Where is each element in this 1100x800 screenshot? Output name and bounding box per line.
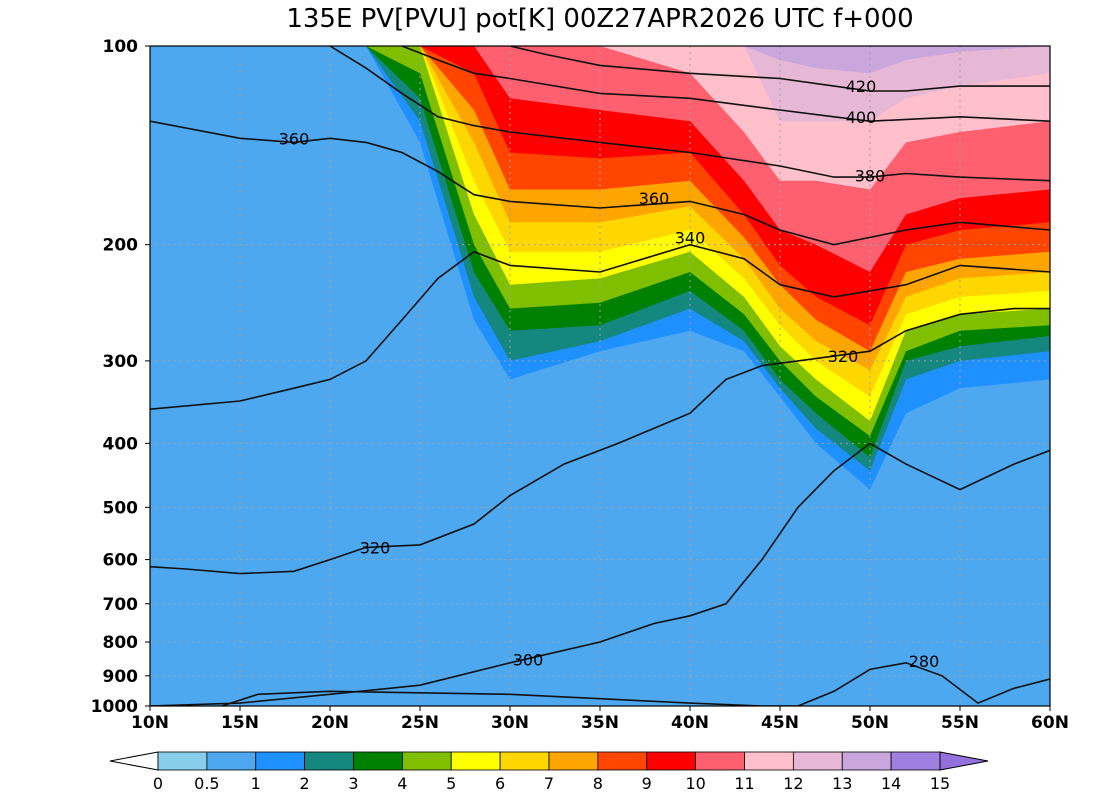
colorbar-label: 8 [593, 774, 603, 793]
colorbar-label: 1 [251, 774, 261, 793]
x-tick-label: 25N [401, 713, 439, 733]
x-tick-label: 20N [311, 713, 349, 733]
colorbar-swatch [401, 751, 452, 771]
colorbar-label: 12 [783, 774, 803, 793]
colorbar-swatch [548, 751, 599, 771]
x-tick-label: 10N [131, 713, 169, 733]
colorbar-swatch [646, 751, 697, 771]
colorbar-label: 4 [397, 774, 407, 793]
x-tick-label: 50N [851, 713, 889, 733]
colorbar-label: 2 [300, 774, 310, 793]
colorbar-label: 15 [930, 774, 950, 793]
colorbar-extend-low [109, 751, 159, 771]
theta-contour-340 [150, 243, 1050, 410]
colorbar-swatch [255, 751, 306, 771]
colorbar-swatch [353, 751, 403, 771]
x-tick-label: 30N [491, 713, 529, 733]
colorbar-label: 7 [544, 774, 554, 793]
pv-band-14 [150, 46, 1050, 74]
colorbar: 0 0.5 1 2 3 4 5 6 7 8 9 10 11 12 13 14 15 [109, 751, 989, 793]
contour-label-360: 360 [639, 189, 670, 208]
chart-title: 135E PV[PVU] pot[K] 00Z27APR2026 UTC f+0… [286, 4, 914, 34]
colorbar-label: 10 [685, 774, 705, 793]
contour-label-320: 320 [360, 538, 391, 557]
y-tick-label: 600 [103, 551, 139, 571]
y-tick-label: 700 [103, 595, 139, 615]
colorbar-swatch [157, 751, 208, 771]
x-tick-label: 40N [671, 713, 709, 733]
theta-contour-360 [150, 120, 1050, 246]
colorbar-swatch [206, 751, 257, 771]
colorbar-label: 9 [642, 774, 652, 793]
x-tick-label: 60N [1031, 713, 1069, 733]
colorbar-swatch [304, 751, 354, 771]
colorbar-swatch [450, 751, 501, 771]
colorbar-label: 0.5 [194, 774, 219, 793]
y-tick-label: 800 [103, 633, 139, 653]
y-tick-label: 300 [103, 352, 139, 372]
y-tick-label: 400 [103, 434, 139, 454]
x-tick-label: 35N [581, 713, 619, 733]
colorbar-label: 5 [446, 774, 456, 793]
x-tick-label: 45N [761, 713, 799, 733]
plot-area: 280 300 320 320 340 360 360 380 400 420 [150, 46, 1050, 706]
colorbar-swatch [695, 751, 745, 771]
colorbar-label: 0 [153, 774, 163, 793]
colorbar-label: 6 [495, 774, 505, 793]
theta-contour-320 [150, 307, 1050, 575]
colorbar-swatch [841, 751, 892, 771]
y-tick-label: 200 [103, 236, 139, 256]
contour-label-400: 400 [846, 108, 877, 127]
colorbar-label: 14 [881, 774, 901, 793]
y-tick-label: 500 [103, 498, 139, 518]
x-tick-label: 15N [221, 713, 259, 733]
colorbar-label: 11 [734, 774, 754, 793]
theta-contour-400 [401, 46, 1050, 123]
colorbar-swatch [744, 751, 794, 771]
y-tick-label: 1000 [91, 697, 138, 717]
x-tick-label: 55N [941, 713, 979, 733]
contour-label-320: 320 [828, 347, 859, 366]
colorbar-swatch [792, 751, 843, 771]
colorbar-swatch [597, 751, 648, 771]
contour-label-420: 420 [846, 77, 877, 96]
colorbar-label: 3 [348, 774, 358, 793]
contour-label-360: 360 [279, 129, 310, 148]
y-tick-label: 900 [103, 667, 139, 687]
theta-contour-380 [329, 46, 1050, 182]
contour-label-300: 300 [513, 650, 544, 669]
theta-contour-420 [509, 46, 1050, 92]
colorbar-swatch [890, 751, 941, 771]
colorbar-extend-high [939, 751, 989, 771]
y-tick-label: 100 [103, 37, 139, 57]
contour-label-340: 340 [675, 228, 706, 247]
theta-contour-300 [150, 442, 1050, 706]
contour-label-380: 380 [855, 166, 886, 185]
colorbar-swatch [499, 751, 550, 771]
contour-label-280: 280 [909, 652, 940, 671]
colorbar-label: 13 [832, 774, 852, 793]
